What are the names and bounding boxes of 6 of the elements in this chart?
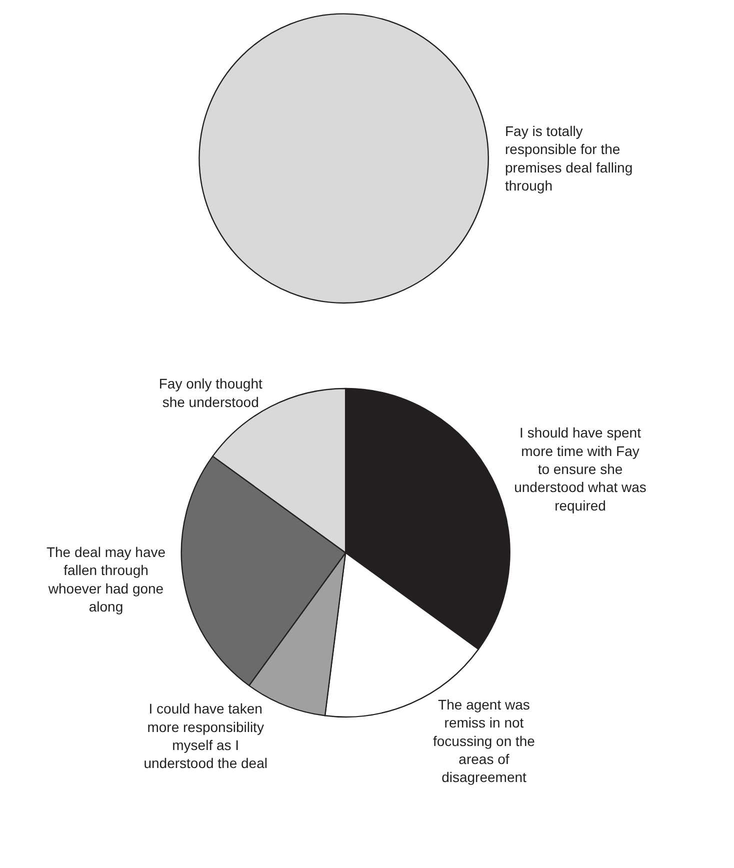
slice-label: Fay is totally responsible for the premises deal falling through — [505, 123, 633, 194]
slice-label: I could have taken more responsibility myself as I understood the deal — [144, 700, 268, 772]
slice-label: Fay only thought she understood — [158, 376, 262, 410]
slice-label: I should have spent more time with Fay to ensure she understood what was required — [514, 424, 646, 514]
slice-label: The agent was remiss in not focussing on the areas of disagreement — [433, 696, 536, 786]
slice-label: The deal may have fallen through whoever had gone along — [46, 544, 166, 615]
